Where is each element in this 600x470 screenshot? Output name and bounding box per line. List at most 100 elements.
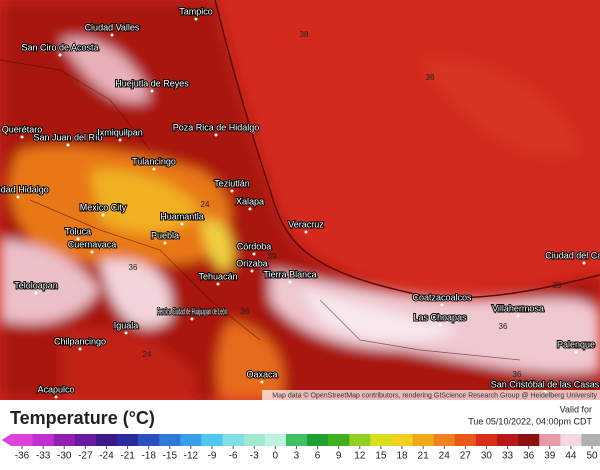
city-dot: [438, 323, 442, 327]
legend-tick-label: 6: [315, 451, 321, 462]
city-dot: [152, 167, 156, 171]
color-bar-segment: [222, 434, 245, 446]
city-dot: [124, 331, 128, 335]
temperature-label: 36: [241, 307, 250, 316]
color-bar-segment: [581, 434, 600, 446]
legend-tick-label: 33: [502, 451, 514, 462]
valid-time: Tue 05/10/2022, 04:00pm CDT: [468, 416, 592, 426]
temperature-label: 36: [129, 263, 138, 272]
legend-tick-label: 36: [523, 451, 535, 462]
legend-tick-label: -33: [36, 451, 51, 462]
city-label: Huamantla: [160, 211, 204, 221]
city-dot: [194, 17, 198, 21]
legend-tick-label: 30: [481, 451, 493, 462]
city-dot: [516, 314, 520, 318]
city-dot: [110, 33, 114, 37]
color-bar-segment: [560, 434, 582, 446]
valid-label: Valid for: [560, 404, 592, 414]
city-dot: [58, 53, 62, 57]
city-label: Mexico City: [80, 202, 127, 212]
city-label: Heroica Ciudad de Huajuapan de León: [157, 306, 227, 316]
city-label: Ciudad Valles: [85, 22, 140, 32]
legend-tick-label: -3: [250, 451, 259, 462]
color-bar-segment: [307, 434, 329, 446]
city-dot: [582, 261, 586, 265]
city-dot: [216, 282, 220, 286]
city-label: Teloloapan: [14, 280, 58, 290]
temperature-label: 24: [201, 200, 210, 209]
city-label: Toluca: [65, 226, 91, 236]
attribution: Map data © OpenStreetMap contributors, r…: [272, 391, 597, 399]
city-label: Las Choapas: [413, 312, 467, 322]
city-dot: [440, 303, 444, 307]
legend-tick-label: -27: [78, 451, 93, 462]
city-label: Ciudad del Carmen: [545, 250, 600, 260]
legend-tick-label: 12: [354, 451, 366, 462]
color-bar-segment: [518, 434, 540, 446]
legend-tick-label: 21: [418, 451, 430, 462]
legend-title: Temperature (°C): [10, 408, 155, 428]
city-label: Querétaro: [2, 124, 43, 134]
city-dot: [214, 133, 218, 137]
attribution-backdrop: [262, 390, 600, 400]
city-dot: [163, 241, 167, 245]
city-label: Ixmiquilpan: [97, 127, 143, 137]
legend-tick-label: 44: [565, 451, 577, 462]
color-bar-segment: [138, 434, 160, 446]
city-label: Orizaba: [236, 258, 268, 268]
city-label: Tierra Blanca: [263, 269, 316, 279]
coastline: [214, 0, 600, 299]
city-label: San Ciro de Acosta: [21, 42, 98, 52]
city-label: Villahermosa: [492, 303, 544, 313]
legend-tick-label: -6: [229, 451, 238, 462]
city-dot: [76, 237, 80, 241]
city-label: Palenque: [557, 339, 595, 349]
city-label: Puebla: [151, 230, 179, 240]
color-bar-segment: [475, 434, 498, 446]
color-bar-segment: [370, 434, 392, 446]
legend-tick-label: 39: [544, 451, 556, 462]
city-dot: [250, 269, 254, 273]
city-label: Xalapa: [236, 196, 264, 206]
temperature-label: 36: [513, 370, 522, 379]
temperature-label: 38: [300, 30, 309, 39]
city-label: Chilpancingo: [54, 336, 106, 346]
city-label: Tehuacán: [198, 271, 237, 281]
city-label: Cuernavaca: [68, 239, 117, 249]
legend-tick-label: -30: [57, 451, 72, 462]
city-dot: [248, 207, 252, 211]
legend-tick-label: 15: [375, 451, 387, 462]
color-bar-segment: [53, 434, 76, 446]
city-dot: [190, 317, 194, 321]
color-bar-segment: [117, 434, 139, 446]
color-bar-segment: [349, 434, 371, 446]
legend-tick-label: -21: [120, 451, 135, 462]
legend-tick-label: -18: [141, 451, 156, 462]
color-bar-segment: [412, 434, 435, 446]
city-label: Huejutla de Reyes: [115, 78, 189, 88]
city-dot: [101, 213, 105, 217]
color-bar-segment: [11, 434, 34, 446]
city-dot: [180, 222, 184, 226]
city-dot: [260, 380, 264, 384]
city-label: Teziutlán: [214, 178, 250, 188]
legend-tick-label: -9: [208, 451, 217, 462]
borders: [0, 59, 521, 361]
city-label: Oaxaca: [246, 369, 277, 379]
legend-tick-label: 27: [460, 451, 472, 462]
legend-tick-label: 24: [439, 451, 451, 462]
color-bar-segment: [433, 434, 456, 446]
city-dot: [34, 291, 38, 295]
legend-tick-label: 18: [396, 451, 408, 462]
temperature-field: [0, 0, 600, 400]
city-dot: [118, 138, 122, 142]
map-labels: Tampico Ciudad Valles San Ciro de Acosta Hu…: [0, 5, 600, 399]
color-bar-segment: [74, 434, 97, 446]
city-dot: [574, 350, 578, 354]
city-label: Veracruz: [288, 219, 324, 229]
city-dot: [20, 135, 24, 139]
color-bar-segment: [285, 434, 308, 446]
city-label: San Cristóbal de las Casas: [491, 379, 600, 389]
